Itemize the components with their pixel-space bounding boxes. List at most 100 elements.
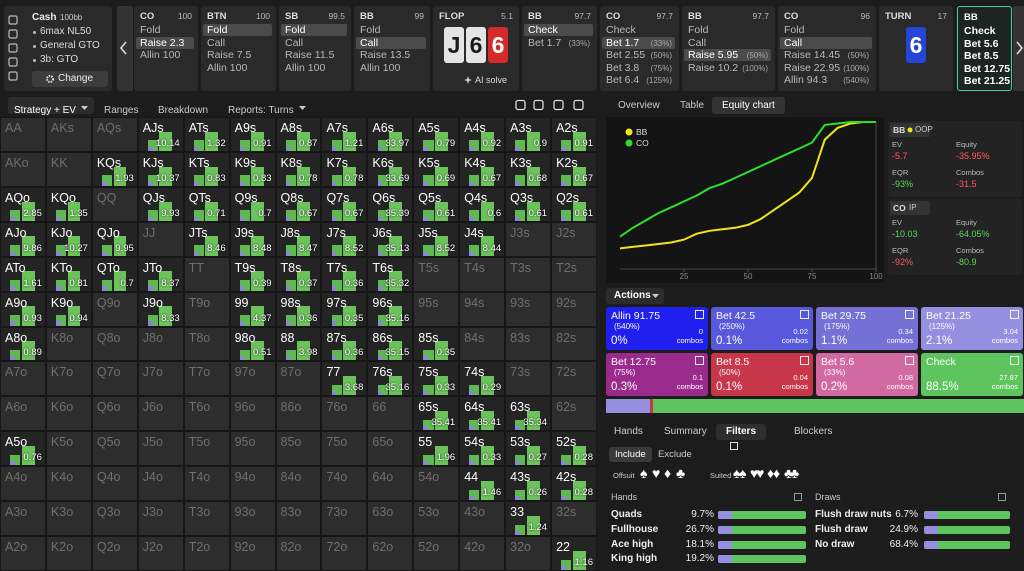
board-column[interactable]: FLOP 5.1 J 6 6 AI solve [433,6,519,91]
hand-cell[interactable]: 0.83 K9s [229,151,276,187]
hand-cell[interactable]: 8.33 J9o [137,291,184,327]
suit-filter[interactable]: ♠ [733,465,741,481]
hand-cell[interactable]: 0.33 75s [413,361,460,397]
hand-cell[interactable]: 0.9 A3s [505,117,552,152]
hand-cell[interactable]: 1.61 ATo [0,256,46,292]
hand-cell[interactable]: 33.69 K6s [367,151,414,187]
hand-cell[interactable]: 0.51 98o [229,326,276,362]
hand-cell[interactable]: 0.87 A8s [275,117,322,152]
hand-cell-empty[interactable]: 96o [229,396,276,432]
hand-cell[interactable]: 10.27 KJo [45,221,92,257]
action-option[interactable]: Fold [684,24,771,36]
hand-cell[interactable]: 0.27 53s [505,431,552,467]
change-button[interactable]: Change [32,71,108,87]
action-option[interactable]: Bet 3.8 (75%) [602,62,675,74]
hand-cell-empty[interactable]: 92o [229,536,276,571]
filter-tab[interactable]: Blockers [784,424,842,440]
action-card[interactable]: Allin 91.75 (540%) 0% 0 combos [606,307,708,350]
hand-cell[interactable]: 35.16 96s [367,291,414,327]
action-option[interactable]: Call [684,37,771,49]
hand-cell[interactable]: 0.29 74s [459,361,506,397]
action-card[interactable]: Bet 21.25 (125%) 2.1% 3.04 combos [921,307,1023,350]
hand-cell-empty[interactable]: 85o [275,431,322,467]
suit-filter[interactable]: ♣ [676,465,686,481]
hand-cell-empty[interactable]: K7o [45,361,92,397]
hand-cell[interactable]: 2.85 AQo [0,186,46,222]
hand-cell[interactable]: 8.48 J9s [229,221,276,257]
hand-cell-empty[interactable]: A6o [0,396,46,432]
hand-cell-empty[interactable]: J6o [137,396,184,432]
hand-cell-empty[interactable]: 62o [367,536,414,571]
suit-filter[interactable]: ♥ [750,465,759,481]
action-option[interactable]: Raise 7.5 [203,49,272,61]
hand-cell-empty[interactable]: K6o [45,396,92,432]
hand-cell-empty[interactable]: T4o [183,466,230,502]
hand-cell[interactable]: 0.91 A9s [229,117,276,152]
action-option[interactable]: Bet 6.4 (125%) [602,74,675,86]
action-option[interactable]: Check [524,24,593,36]
hand-cell-empty[interactable]: T3s [505,256,552,292]
view-tab[interactable]: Reports: Turns [222,97,312,116]
hand-cell[interactable]: 35.34 63s [505,396,552,432]
hand-cell-empty[interactable]: J5o [137,431,184,467]
hand-cell[interactable]: 35.39 Q6s [367,186,414,222]
hand-cell[interactable]: 0.28 42s [551,466,597,502]
hand-cell-empty[interactable]: 92s [551,291,597,327]
hand-cell-empty[interactable]: J3s [505,221,552,257]
hand-cell-empty[interactable]: 82s [551,326,597,362]
hand-cell[interactable]: 0.7 QTo [91,256,138,292]
action-card[interactable]: Bet 5.6 (33%) 0.2% 0.08 combos [816,353,918,396]
hand-cell[interactable]: 35.13 J6s [367,221,414,257]
action-option[interactable]: Allin 100 [281,62,347,74]
hand-cell-empty[interactable]: 74o [321,466,368,502]
hand-cell[interactable]: 0.39 T9s [229,256,276,292]
action-card[interactable]: Check 88.5% 27.87 combos [921,353,1023,396]
hand-cell[interactable]: 0.81 KTo [45,256,92,292]
hand-cell-empty[interactable]: 73s [505,361,552,397]
hand-cell[interactable]: 1.16 22 [551,536,597,571]
action-option[interactable]: Raise 10.2 (100%) [684,62,771,74]
action-option[interactable]: Check [960,25,1009,37]
hand-cell-empty[interactable]: J4o [137,466,184,502]
filter-mode[interactable]: Include [609,447,652,462]
hand-cell-empty[interactable]: T9o [183,291,230,327]
hand-cell[interactable]: 0.33 54s [459,431,506,467]
prev-arrow[interactable] [117,6,133,91]
action-option[interactable]: Bet 12.75 [960,63,1010,75]
ai-solve-link[interactable]: AI solve [475,75,508,85]
hand-cell-empty[interactable]: 65o [367,431,414,467]
hand-cell[interactable]: 0.93 A9o [0,291,46,327]
hand-cell-empty[interactable]: 87o [275,361,322,397]
action-option[interactable]: Fold [281,24,347,36]
suit-filter[interactable]: ♦ [767,465,775,481]
hand-cell-empty[interactable]: 43o [459,501,506,537]
action-option[interactable]: Call [281,37,347,49]
panel-tab[interactable]: Overview [608,97,670,114]
hand-cell-empty[interactable]: 73o [321,501,368,537]
action-column[interactable]: BB 97.7 Fold Call Raise 5.95 (50%) Raise 10.2(… [682,6,775,91]
hand-cell[interactable]: 35.16 76s [367,361,414,397]
hand-cell-empty[interactable]: AA [0,117,46,152]
view-tab[interactable]: Strategy + EV [8,97,94,116]
hand-cell-empty[interactable]: T2o [183,536,230,571]
hand-cell-empty[interactable]: Q2o [91,536,138,571]
hand-cell-empty[interactable]: Q3o [91,501,138,537]
filter-mode[interactable]: Exclude [652,447,698,462]
hand-cell-empty[interactable]: T8o [183,326,230,362]
hand-cell-empty[interactable]: K2o [45,536,92,571]
hand-cell[interactable]: 0.76 A5o [0,431,46,467]
hand-cell[interactable]: 9.93 QJs [137,186,184,222]
view-tab[interactable]: Breakdown [152,97,214,116]
hand-cell-empty[interactable]: KK [45,151,92,187]
hand-cell-empty[interactable]: 95o [229,431,276,467]
hand-cell[interactable]: 0.36 T7s [321,256,368,292]
suit-filter[interactable]: ♥ [756,465,765,481]
hand-cell-empty[interactable]: 97o [229,361,276,397]
hand-cell-empty[interactable]: K3o [45,501,92,537]
hand-cell-empty[interactable]: 83s [505,326,552,362]
hand-cell[interactable]: 0.79 A5s [413,117,460,152]
hand-cell-empty[interactable]: 84s [459,326,506,362]
hand-cell[interactable]: 8.52 J5s [413,221,460,257]
hand-cell[interactable]: 0.7 Q9s [229,186,276,222]
hand-cell-empty[interactable]: 75o [321,431,368,467]
